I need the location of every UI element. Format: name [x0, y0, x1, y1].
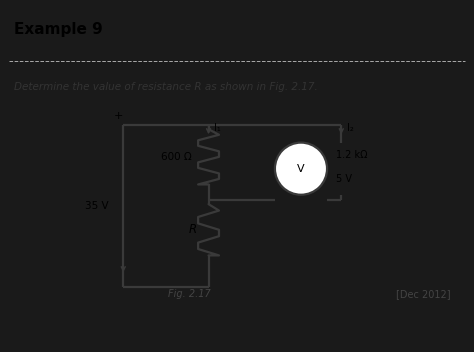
- Text: Determine the value of resistance R as shown in Fig. 2.17.: Determine the value of resistance R as s…: [14, 82, 318, 92]
- Text: I₁: I₁: [214, 123, 221, 133]
- Text: Fig. 2.17: Fig. 2.17: [168, 289, 211, 299]
- Text: +: +: [114, 111, 123, 121]
- Text: Example 9: Example 9: [14, 22, 103, 37]
- Text: [Dec 2012]: [Dec 2012]: [396, 289, 450, 299]
- Ellipse shape: [275, 143, 327, 195]
- Text: 1.2 kΩ: 1.2 kΩ: [336, 150, 367, 160]
- Text: R: R: [189, 223, 197, 236]
- Text: 35 V: 35 V: [85, 201, 109, 211]
- Text: V: V: [297, 164, 305, 174]
- Text: I₂: I₂: [347, 123, 354, 133]
- Text: 5 V: 5 V: [336, 174, 352, 183]
- Text: 600 Ω: 600 Ω: [161, 152, 192, 162]
